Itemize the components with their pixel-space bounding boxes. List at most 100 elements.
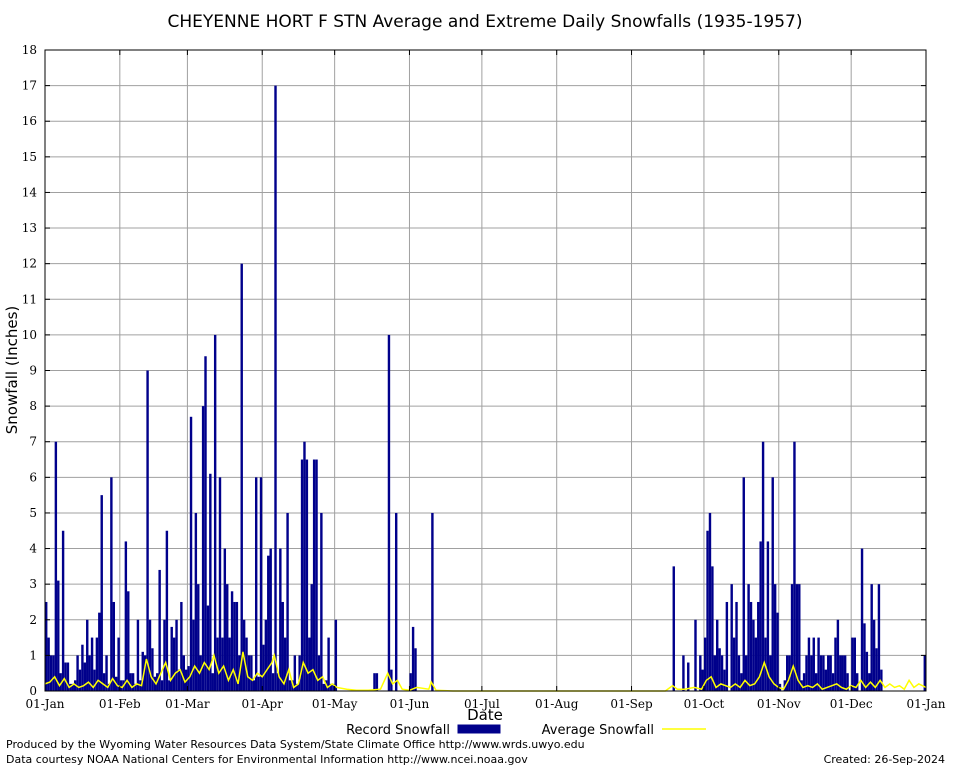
y-tick-label: 13 xyxy=(22,221,37,235)
record-snowfall-bar xyxy=(831,673,835,691)
record-snowfall-bar xyxy=(189,416,193,691)
record-snowfall-bar xyxy=(771,477,774,691)
record-snowfall-bar xyxy=(317,655,321,691)
record-snowfall-bar xyxy=(839,655,842,691)
record-snowfall-bar xyxy=(300,459,304,691)
record-snowfall-bar xyxy=(100,495,103,691)
record-snowfall-bar xyxy=(744,655,748,691)
x-tick-label: 01-May xyxy=(312,697,358,711)
record-snowfall-bar xyxy=(86,619,89,691)
record-snowfall-bar xyxy=(860,548,864,691)
record-snowfall-bar xyxy=(170,626,173,691)
x-tick-label: 01-Jul xyxy=(464,697,500,711)
record-snowfall-bar xyxy=(293,655,297,691)
record-snowfall-bar xyxy=(201,406,205,691)
x-tick-label: 01-Nov xyxy=(757,697,801,711)
record-snowfall-bar xyxy=(160,680,164,691)
record-snowfall-bar xyxy=(856,673,859,691)
record-snowfall-bar xyxy=(286,512,289,691)
record-snowfall-bar xyxy=(49,655,53,691)
record-snowfall-bar xyxy=(711,566,714,691)
y-tick-label: 15 xyxy=(22,150,37,164)
record-snowfall-bar xyxy=(757,601,760,691)
record-snowfall-bar xyxy=(315,459,318,691)
record-snowfall-bar xyxy=(250,655,253,691)
record-snowfall-bar xyxy=(141,651,144,691)
x-axis-label: Date xyxy=(467,706,503,724)
record-snowfall-bar xyxy=(773,584,777,691)
record-snowfall-bar xyxy=(124,541,128,691)
record-snowfall-bar xyxy=(373,673,376,691)
record-snowfall-bar xyxy=(329,683,333,691)
record-snowfall-bar xyxy=(218,477,222,691)
record-snowfall-bar xyxy=(375,673,379,691)
record-snowfall-bar xyxy=(107,683,111,691)
record-snowfall-bar xyxy=(105,655,108,691)
record-snowfall-bar xyxy=(872,619,876,691)
record-snowfall-bar xyxy=(129,673,132,691)
y-tick-label: 14 xyxy=(22,185,38,199)
x-tick-label: 01-Aug xyxy=(535,697,579,711)
legend-record-label: Record Snowfall xyxy=(346,723,450,738)
record-snowfall-bar xyxy=(233,601,236,691)
record-snowfall-bar xyxy=(730,584,733,691)
record-snowfall-bar xyxy=(192,619,195,691)
record-snowfall-bar xyxy=(802,673,806,691)
record-snowfall-bar xyxy=(865,651,869,691)
record-snowfall-bar xyxy=(716,619,719,691)
record-snowfall-bar xyxy=(332,683,335,691)
y-tick-label: 3 xyxy=(29,577,37,591)
record-bars xyxy=(45,85,926,692)
record-snowfall-bar xyxy=(687,662,690,691)
record-snowfall-bar xyxy=(805,655,808,691)
y-tick-label: 4 xyxy=(29,542,37,556)
record-snowfall-bar xyxy=(672,566,675,691)
record-snowfall-bar xyxy=(394,512,398,691)
record-snowfall-bar xyxy=(127,591,130,691)
record-snowfall-bar xyxy=(703,637,707,691)
record-snowfall-bar xyxy=(846,673,849,691)
record-snowfall-bar xyxy=(281,601,284,691)
record-snowfall-bar xyxy=(766,541,770,691)
y-tick-label: 2 xyxy=(29,613,37,627)
chart-title: CHEYENNE HORT F STN Average and Extreme … xyxy=(168,12,803,32)
record-snowfall-bar xyxy=(223,548,227,691)
record-snowfall-bar xyxy=(836,619,840,691)
record-snowfall-bar xyxy=(180,601,183,691)
record-snowfall-bar xyxy=(411,626,415,691)
record-snowfall-bar xyxy=(158,569,161,691)
record-snowfall-bar xyxy=(732,637,736,691)
record-snowfall-bar xyxy=(264,619,268,691)
record-snowfall-bar xyxy=(271,673,275,691)
record-snowfall-bar xyxy=(431,512,434,691)
record-snowfall-bar xyxy=(682,655,685,691)
record-snowfall-bar xyxy=(776,612,779,691)
record-snowfall-bar xyxy=(177,669,181,691)
record-snowfall-bar xyxy=(725,601,729,691)
record-snowfall-bar xyxy=(720,655,724,691)
record-snowfall-bar xyxy=(76,655,79,691)
record-snowfall-bar xyxy=(146,370,149,691)
record-snowfall-bar xyxy=(870,584,873,691)
record-snowfall-bar xyxy=(312,459,316,691)
record-snowfall-bar xyxy=(810,655,813,691)
record-snowfall-bar xyxy=(308,637,311,691)
record-snowfall-bar xyxy=(95,637,99,691)
record-snowfall-bar xyxy=(699,655,702,691)
record-snowfall-bar xyxy=(409,673,412,691)
record-snowfall-bar xyxy=(240,263,243,691)
record-snowfall-bar xyxy=(163,619,166,691)
record-snowfall-bar xyxy=(843,655,847,691)
record-snowfall-bar xyxy=(708,512,712,691)
record-snowfall-bar xyxy=(749,601,753,691)
y-tick-label: 0 xyxy=(29,684,37,698)
record-snowfall-bar xyxy=(235,601,239,691)
record-snowfall-bar xyxy=(819,655,823,691)
y-tick-label: 1 xyxy=(29,648,37,662)
record-snowfall-bar xyxy=(735,601,738,691)
y-tick-label: 10 xyxy=(22,328,37,342)
record-snowfall-bar xyxy=(194,512,198,691)
record-snowfall-bar xyxy=(78,669,82,691)
footer-data-courtesy: Data courtesy NOAA National Centers for … xyxy=(6,753,528,766)
